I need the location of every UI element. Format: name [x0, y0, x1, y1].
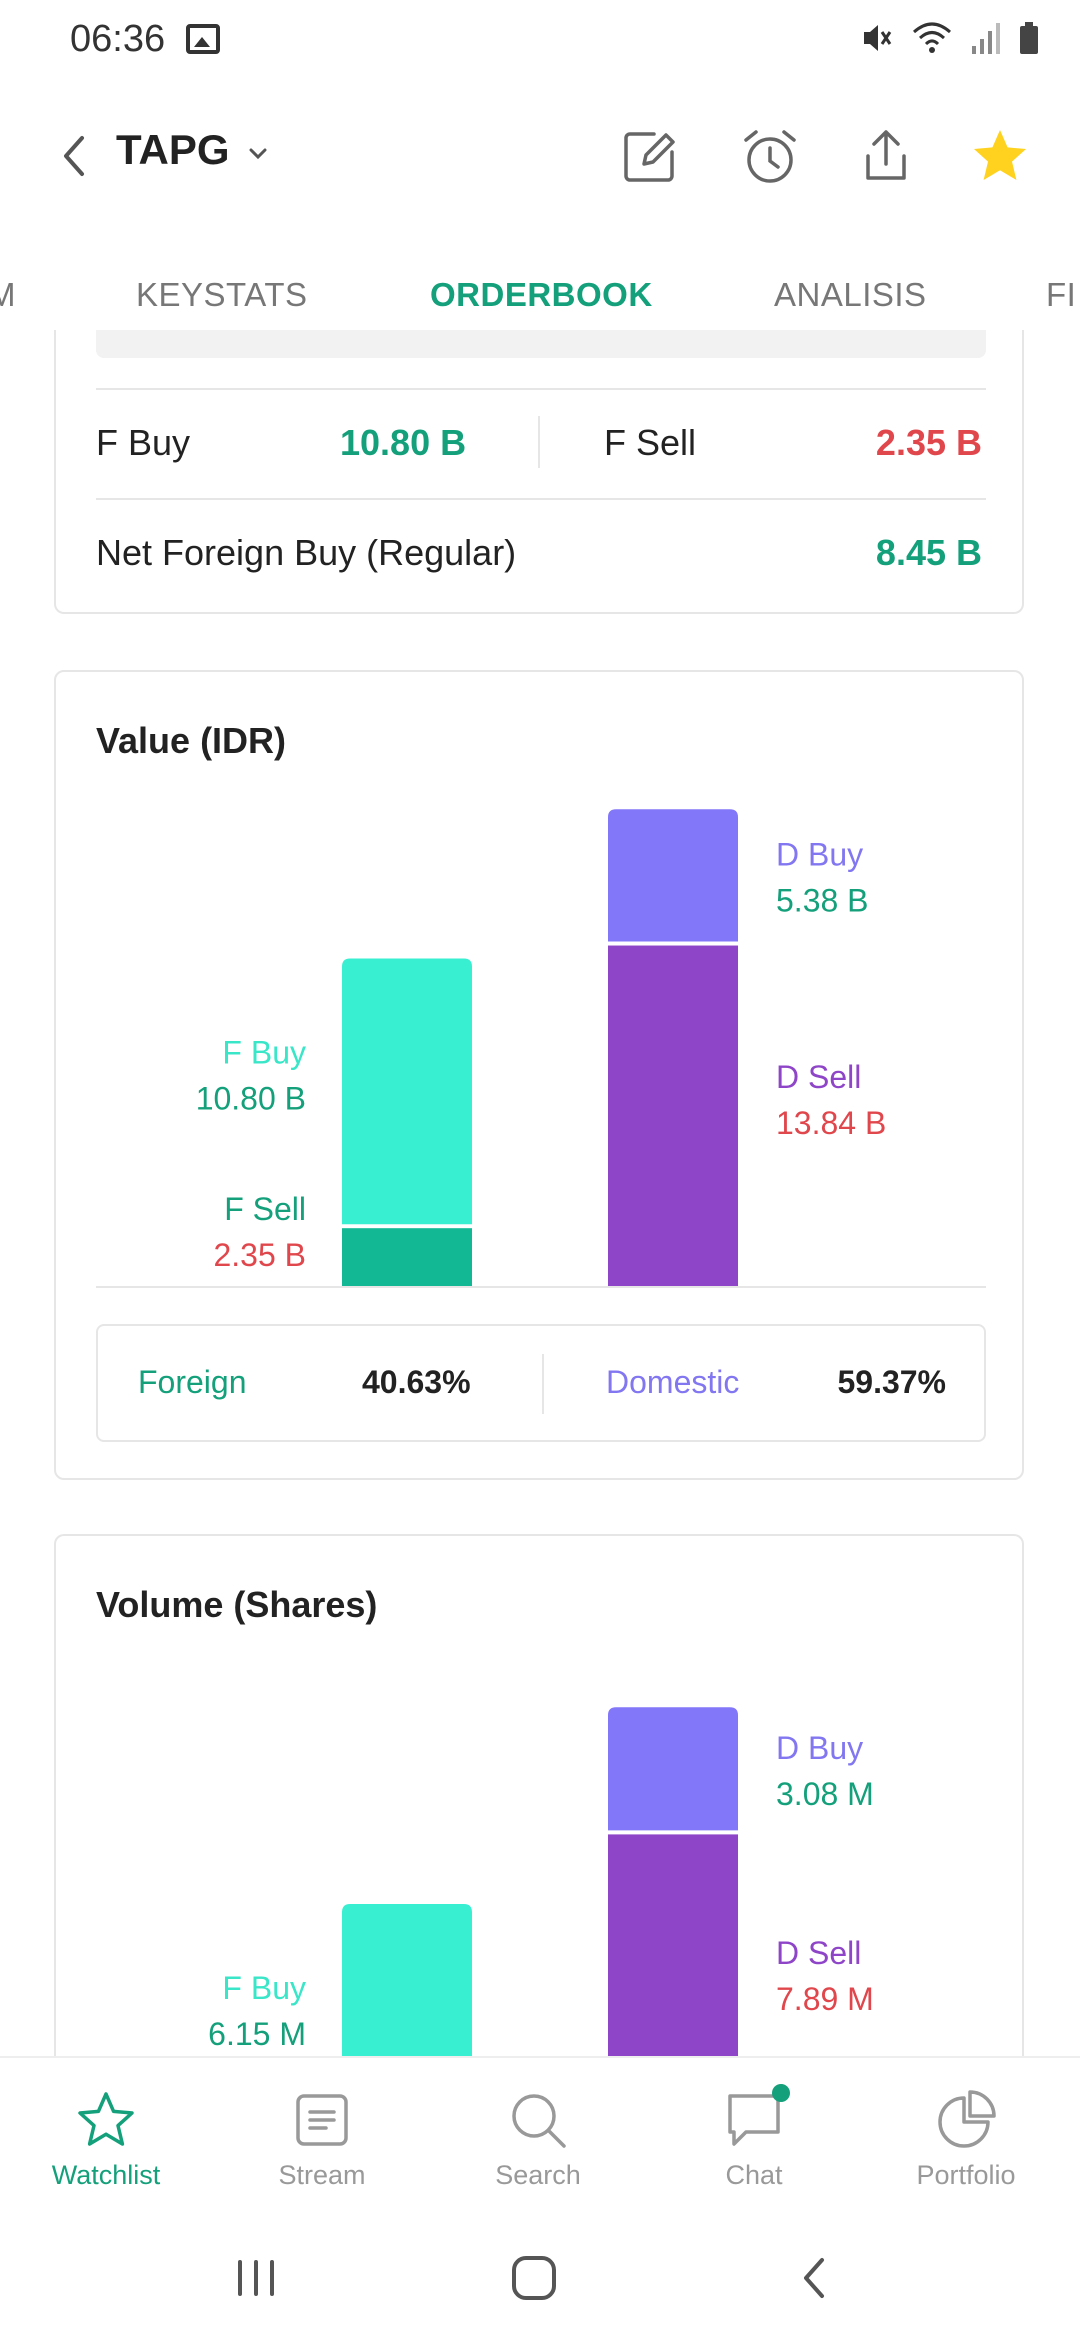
- value-bar-chart: F Buy 10.80 B F Sell 2.35 B D Sell 13.84 B D B…: [96, 809, 986, 1288]
- foreign-flow-card: F Buy 10.80 B F Sell 2.35 B Net Foreign …: [54, 330, 1024, 614]
- volume-chart-card: Volume (Shares) F Buy 6.15 M D Sell 7.89 M D…: [54, 1534, 1024, 2094]
- tab-keystats[interactable]: KEYSTATS: [136, 276, 308, 313]
- foreign-domestic-summary: Foreign 40.63% Domestic 59.37%: [96, 1324, 986, 1442]
- f-sell-label: F Sell: [604, 422, 697, 463]
- value-chart-title: Value (IDR): [96, 720, 287, 761]
- domestic-label: Domestic: [606, 1364, 740, 1400]
- nav-chat[interactable]: Chat: [664, 2084, 844, 2191]
- f-buy-chart-value: 10.80 B: [196, 1080, 306, 1116]
- nav-portfolio[interactable]: Portfolio: [876, 2088, 1056, 2191]
- previous-section-edge: [96, 330, 986, 358]
- tab-analisis[interactable]: ANALISIS: [774, 276, 927, 313]
- f-buy-label: F Buy: [96, 422, 191, 463]
- domestic-percent: 59.37%: [837, 1364, 946, 1400]
- nav-label: Stream: [278, 2160, 366, 2190]
- f-buy-chart-value: 6.15 M: [208, 2016, 306, 2052]
- recent-apps-icon[interactable]: [226, 2248, 286, 2308]
- foreign-percent: 40.63%: [362, 1364, 471, 1400]
- nav-label: Watchlist: [51, 2160, 161, 2190]
- net-foreign-value: 8.45 B: [875, 532, 982, 573]
- wifi-icon: [913, 22, 951, 53]
- tab-partial-right[interactable]: FI: [1046, 276, 1077, 313]
- back-icon[interactable]: [786, 2248, 846, 2308]
- tab-orderbook[interactable]: ORDERBOOK: [430, 276, 653, 313]
- home-icon[interactable]: [504, 2248, 564, 2308]
- volume-chart-title: Volume (Shares): [96, 1584, 378, 1625]
- f-buy-bar: [342, 958, 472, 1225]
- f-buy-chart-label: F Buy: [222, 1970, 306, 2006]
- d-sell-chart-value: 13.84 B: [776, 1105, 886, 1141]
- chat-icon: [728, 2094, 780, 2146]
- f-sell-bar: [342, 1228, 472, 1286]
- star-icon: [78, 2092, 134, 2146]
- divider: [538, 416, 540, 468]
- divider: [542, 1354, 544, 1414]
- chevron-down-icon[interactable]: [246, 142, 270, 166]
- divider: [96, 388, 986, 390]
- app-header: TAPG: [0, 100, 1080, 212]
- d-sell-chart-label: D Sell: [776, 1935, 861, 1971]
- status-bar: 06:36: [0, 0, 1080, 84]
- nav-label: Chat: [725, 2160, 783, 2190]
- d-buy-chart-value: 5.38 B: [776, 882, 869, 918]
- d-buy-bar: [608, 809, 738, 942]
- d-sell-bar: [608, 945, 738, 1286]
- share-icon[interactable]: [854, 124, 918, 188]
- nav-watchlist[interactable]: Watchlist: [16, 2088, 196, 2191]
- stream-icon: [296, 2094, 348, 2146]
- search-icon: [512, 2094, 566, 2148]
- status-icons: [858, 20, 1040, 56]
- d-buy-chart-label: D Buy: [776, 1730, 863, 1766]
- alarm-icon[interactable]: [738, 124, 802, 188]
- bottom-navigation: Watchlist Stream Search Chat Portfolio: [0, 2056, 1080, 2216]
- tab-partial-left[interactable]: M: [0, 276, 16, 313]
- net-foreign-label: Net Foreign Buy (Regular): [96, 532, 517, 573]
- star-icon[interactable]: [968, 124, 1032, 188]
- f-sell-value: 2.35 B: [875, 422, 982, 463]
- ticker-title[interactable]: TAPG: [116, 126, 230, 173]
- d-buy-chart-value: 3.08 M: [776, 1776, 874, 1812]
- volume-bar-chart: F Buy 6.15 M D Sell 7.89 M D Buy 3.08 M: [208, 1707, 874, 2094]
- pie-chart-icon: [938, 2090, 996, 2148]
- f-buy-bar: [342, 1904, 472, 2094]
- chart-baseline: [96, 1286, 986, 1288]
- nav-stream[interactable]: Stream: [232, 2088, 412, 2191]
- foreign-label: Foreign: [138, 1364, 247, 1400]
- edit-note-icon[interactable]: [618, 124, 682, 188]
- system-navigation-bar: [0, 2218, 1080, 2340]
- gallery-notification-icon: [186, 24, 220, 54]
- d-sell-bar: [608, 1834, 738, 2094]
- f-buy-value: 10.80 B: [340, 422, 467, 463]
- signal-icon: [972, 23, 1000, 54]
- tab-bar: M KEYSTATS ORDERBOOK ANALISIS FI: [0, 260, 1080, 344]
- d-sell-chart-value: 7.89 M: [776, 1981, 874, 2017]
- f-buy-chart-label: F Buy: [222, 1034, 306, 1070]
- status-time: 06:36: [70, 18, 166, 60]
- divider: [96, 498, 986, 500]
- back-arrow-icon[interactable]: [54, 128, 94, 184]
- chat-notification-dot: [772, 2084, 790, 2102]
- f-sell-chart-value: 2.35 B: [213, 1237, 306, 1273]
- d-sell-chart-label: D Sell: [776, 1059, 861, 1095]
- nav-search[interactable]: Search: [448, 2088, 628, 2191]
- mute-icon: [864, 25, 892, 51]
- value-chart-card: Value (IDR) F Buy 10.80 B F Sell 2.35 B D Se…: [54, 670, 1024, 1480]
- nav-label: Portfolio: [916, 2160, 1016, 2190]
- d-buy-chart-label: D Buy: [776, 836, 863, 872]
- d-buy-bar: [608, 1707, 738, 1831]
- battery-icon: [1020, 22, 1038, 54]
- f-sell-chart-label: F Sell: [224, 1191, 306, 1227]
- nav-label: Search: [495, 2160, 581, 2190]
